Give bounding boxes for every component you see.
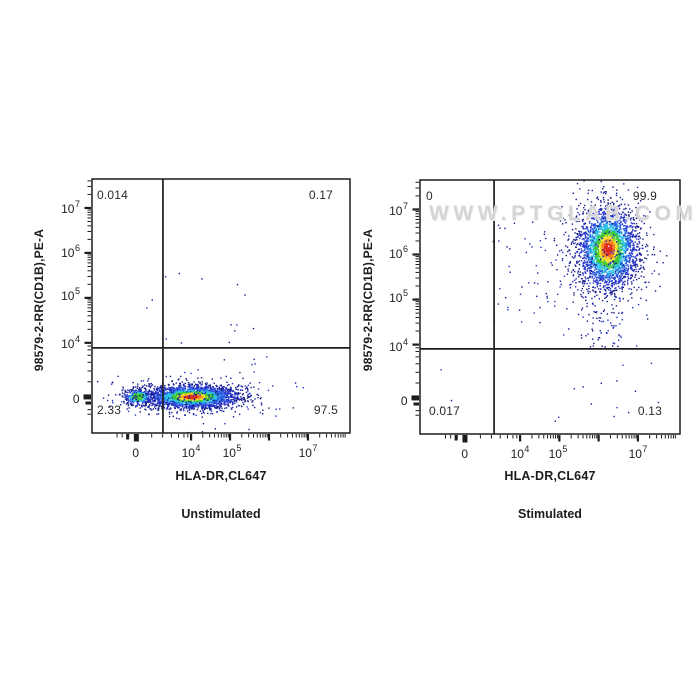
y-tick-label: 0: [400, 394, 408, 408]
x-tick-label: 104: [181, 443, 201, 460]
y-tick-label: 105: [389, 288, 408, 305]
y-tick-label: 107: [389, 201, 408, 218]
y-tick-label: 107: [61, 199, 80, 216]
x-tick-label: 0: [461, 447, 469, 461]
quadrant-pct-top-right: 99.9: [632, 189, 657, 203]
panel-title: Unstimulated: [181, 507, 261, 521]
y-tick-label: 104: [61, 334, 80, 351]
quadrant-pct-top-right: 0.17: [308, 188, 333, 202]
y-tick-label: 106: [389, 244, 408, 261]
x-tick-label: 105: [222, 443, 242, 460]
panel-title: Stimulated: [518, 507, 582, 521]
x-tick-label: 107: [298, 443, 318, 460]
watermark: WWW.PTGLAB.COM: [429, 202, 698, 225]
y-axis-label: 98579-2-RR(CD1B),PE-A: [361, 228, 375, 372]
y-tick-label: 106: [61, 243, 80, 260]
x-tick-label: 107: [628, 444, 648, 461]
quadrant-pct-bottom-left: 2.33: [97, 403, 122, 417]
x-axis-label: HLA-DR,CL647: [504, 469, 596, 483]
quadrant-pct-top-left: 0: [426, 189, 433, 203]
x-tick-label: 105: [548, 444, 568, 461]
quadrant-pct-bottom-right: 97.5: [313, 403, 338, 417]
y-tick-label: 0: [72, 392, 80, 406]
y-tick-label: 105: [61, 286, 80, 303]
x-tick-label: 104: [510, 444, 530, 461]
x-axis-label: HLA-DR,CL647: [175, 469, 267, 483]
quadrant-pct-top-left: 0.014: [97, 188, 129, 202]
quadrant-pct-bottom-right: 0.13: [637, 404, 662, 418]
y-axis-label: 98579-2-RR(CD1B),PE-A: [32, 228, 46, 372]
x-tick-label: 0: [132, 446, 140, 460]
y-tick-label: 104: [389, 337, 408, 354]
quadrant-pct-bottom-left: 0.017: [429, 404, 461, 418]
